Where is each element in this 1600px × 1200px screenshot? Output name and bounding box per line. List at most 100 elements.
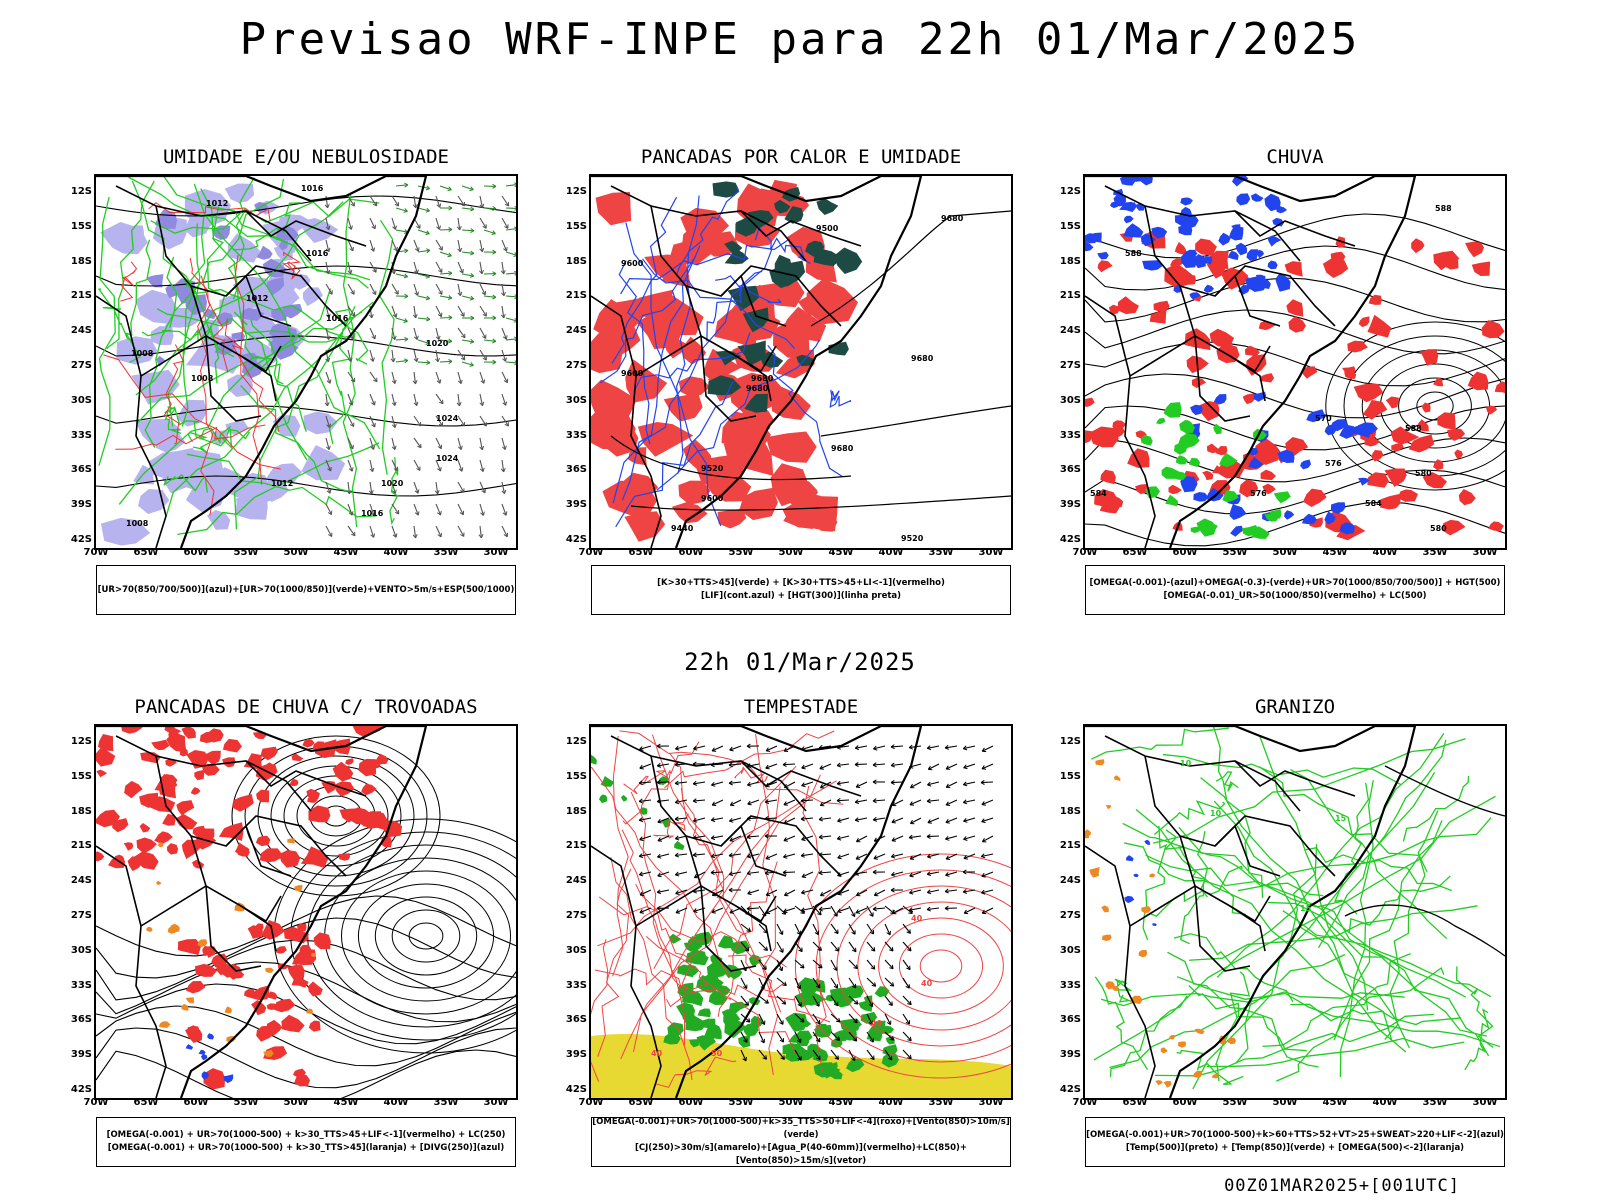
wind-arrow [413,459,421,471]
wind-arrow [457,415,466,427]
wind-vector [712,889,724,896]
wind-arrow [391,327,396,340]
lat-tick-label: 15S [70,770,92,782]
wind-vector [927,907,940,911]
legend-caption-line: [OMEGA(-0.001) + UR>70(1000-500) + k>30_… [106,1130,506,1140]
thunder-orange-fill [265,967,274,973]
wind-arrow [325,525,333,537]
wind-arrow [479,393,484,406]
wind-850-green [794,1030,813,1047]
heat-instability-fill [765,431,817,463]
wind-arrow-head [391,379,397,384]
wind-850-green [689,1039,700,1048]
wind-arrow-head [414,511,420,516]
thunder-red-fill [96,747,116,767]
streamline-anticyclone [374,896,478,976]
wind-vector-head [639,746,644,751]
thunder-orange-fill [294,885,303,892]
thunder-orange-fill [263,1049,274,1057]
thunder-red-fill [379,820,403,838]
wind-vector [711,907,724,914]
wind-850-green [667,1022,684,1040]
wind-vector-head [711,747,717,752]
height-label: 580 [1415,469,1432,478]
rain-red-fill [1417,419,1429,432]
rain-red-fill [1286,299,1304,317]
humidity-fill-upper [100,517,151,546]
rain-red-fill [1467,371,1489,391]
rain-red-fill [1112,420,1127,432]
thunder-red-fill [112,818,129,833]
wind-arrow [413,415,422,427]
rain-red-fill [1259,373,1275,383]
wind-vector [776,1031,784,1043]
wind-vector-head [963,909,969,915]
thunder-red-fill [261,920,285,940]
lif-contour [829,389,852,409]
wind-arrow-green [417,317,430,320]
lat-tick-label: 30S [565,944,587,956]
wind-vector-head [656,905,661,911]
humidity-fill-upper [298,218,339,243]
wind-arrow-head [371,422,376,428]
wind-arrow [413,305,417,318]
panel-title-trovoadas: PANCADAS DE CHUVA C/ TROVOADAS [134,696,478,718]
lon-tick-label: 45W [828,1097,854,1108]
convective-green-fill [712,181,739,198]
wind-arrow [435,525,442,538]
country-border [720,815,842,877]
wind-arrow [391,525,397,538]
wind-arrow-green [505,207,516,209]
wind-arrow-green-head [469,362,474,367]
wind-arrow-green [417,229,430,235]
wind-vector-head [765,747,771,752]
wind-arrow [457,525,465,537]
thunder-red-fill [291,753,304,762]
humidity-fill-upper [193,483,216,501]
lat-tick-label: 27S [565,910,587,921]
wind-vector [830,977,838,989]
wind-vector [782,763,796,766]
wind-vector [765,907,778,914]
omega-green-fill [1213,423,1222,435]
wind-arrow [479,459,484,472]
wind-vector [765,853,778,860]
wind-arrow [501,283,505,296]
wind-arrow [435,239,443,251]
wind-vector [830,905,838,917]
wind-vector [963,763,976,769]
omega-green-fill [1190,526,1201,533]
wind-arrow-green-head [404,248,409,254]
lat-tick-label: 15S [565,220,587,232]
wind-arrow [347,305,356,317]
wind-vector-head [962,781,968,787]
thunder-red-fill [348,807,373,825]
wind-arrow-green [483,207,497,210]
height-label: 9680 [746,384,769,393]
wind-vector-head [711,801,717,806]
wind-vector-head [710,869,715,876]
wind-vector [848,977,857,989]
wind-arrow [479,525,482,538]
omega-blue-fill [1275,272,1291,292]
wind-vector [855,799,868,803]
rain-red-fill [1408,434,1435,453]
precipitable-water-contour [727,954,831,1023]
wind-arrow-green [483,229,496,235]
wind-vector-head [762,965,767,971]
wind-arrow-head [373,377,378,383]
wind-arrow [479,195,484,208]
convective-green-fill [707,375,742,396]
lat-tick-label: 18S [565,805,587,817]
streamline-anticyclone [341,870,511,1002]
wind-vector-head [674,835,680,841]
hgt-contour [810,210,1011,327]
wind-arrow-head [457,291,463,297]
omega-orange-fill [1141,906,1152,914]
wind-arrow [457,459,463,472]
wind-arrow-head [370,247,376,252]
lon-tick-label: 40W [1372,1097,1398,1108]
lon-tick-label: 70W [1072,547,1098,558]
lat-tick-label: 33S [565,979,587,991]
wind-arrow-head [414,489,420,494]
